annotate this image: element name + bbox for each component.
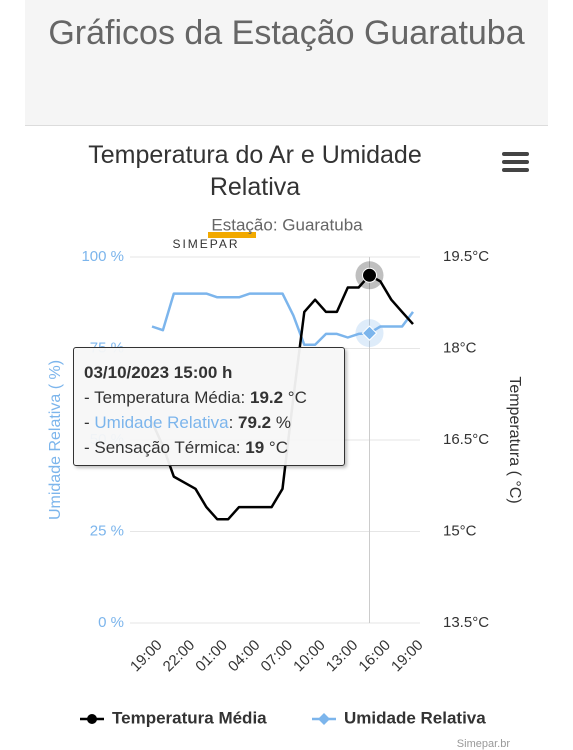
tooltip-text: - <box>84 413 95 432</box>
hover-marker <box>362 267 377 283</box>
chart-title: Temperatura do Ar e Umidade Relativa <box>88 141 422 201</box>
y2-tick-label: 18°C <box>443 339 477 356</box>
title-line: Temperatura do Ar e Umidade <box>88 141 422 169</box>
y2-tick-label: 19.5°C <box>443 248 489 265</box>
tooltip-row: - Temperatura Média: 19.2 °C <box>84 385 334 410</box>
y-tick-label: 25 % <box>90 522 124 539</box>
x-tick-label: 07:00 <box>258 637 297 676</box>
page-header: Gráficos da Estação Guaratuba <box>25 0 548 126</box>
hover-marker <box>361 325 378 341</box>
tooltip-text: - Temperatura Média: <box>84 388 250 407</box>
tooltip-text: : <box>228 413 239 432</box>
x-tick-label: 13:00 <box>323 637 362 676</box>
legend-label: Temperatura Média <box>112 708 267 727</box>
tooltip-row: - Sensação Térmica: 19 °C <box>84 435 334 460</box>
tooltip-text: % <box>271 413 291 432</box>
logo: SIMEPAR <box>172 237 239 251</box>
y2-tick-label: 16.5°C <box>443 431 489 448</box>
menu-bar[interactable] <box>502 152 529 156</box>
title-line: Relativa <box>210 173 300 201</box>
x-tick-label: 10:00 <box>290 637 329 676</box>
tooltip-text: - Sensação Térmica: <box>84 438 246 457</box>
y-axis-title: Umidade Relativa ( %) <box>47 360 64 520</box>
legend-marker <box>87 714 97 724</box>
x-tick-label: 16:00 <box>355 637 394 676</box>
x-tick-label: 19:00 <box>388 637 427 676</box>
x-tick-label: 19:00 <box>127 637 166 676</box>
logo-bar <box>208 232 256 238</box>
page-title: Gráficos da Estação Guaratuba <box>48 14 525 52</box>
menu-bar[interactable] <box>502 168 529 172</box>
x-tick-label: 22:00 <box>160 637 199 676</box>
y-tick-label: 100 % <box>81 248 124 265</box>
y-tick-label: 0 % <box>98 614 124 631</box>
tooltip-text: 19 <box>245 438 265 457</box>
tooltip: 03/10/2023 15:00 h - Temperatura Média: 1… <box>73 347 345 466</box>
tooltip-text: 79.2 <box>238 413 272 432</box>
y2-axis-title: Temperatura ( °C) <box>506 376 523 503</box>
credits: Simepar.br <box>457 738 511 750</box>
x-tick-label: 01:00 <box>192 637 231 676</box>
legend-marker <box>318 713 330 725</box>
tooltip-text: Umidade Relativa <box>94 413 229 432</box>
tooltip-title: 03/10/2023 15:00 h <box>84 363 233 382</box>
tooltip-text: °C <box>264 438 288 457</box>
legend-label: Umidade Relativa <box>344 708 486 727</box>
y2-tick-label: 15°C <box>443 522 477 539</box>
tooltip-row: - Umidade Relativa: 79.2 % <box>84 410 334 435</box>
y2-tick-label: 13.5°C <box>443 614 489 631</box>
chart-subtitle: Estação: Guaratuba <box>211 215 363 234</box>
tooltip-text: °C <box>283 388 307 407</box>
x-tick-label: 04:00 <box>225 637 264 676</box>
tooltip-text: 19.2 <box>249 388 284 407</box>
menu-button[interactable] <box>502 152 529 172</box>
menu-bar[interactable] <box>502 160 529 164</box>
